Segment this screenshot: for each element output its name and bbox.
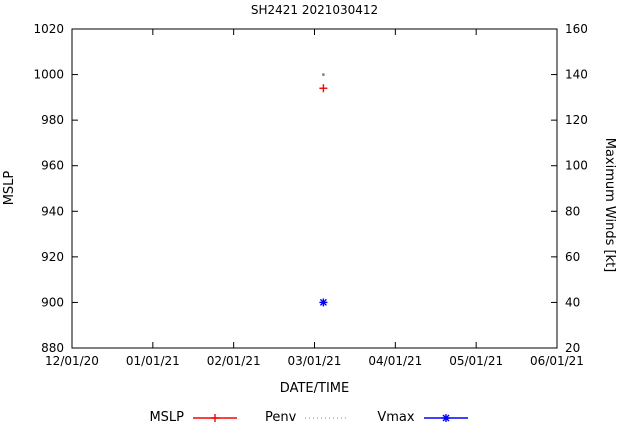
legend-label-mslp: MSLP [149, 410, 185, 425]
y-right-tick-label: 120 [565, 113, 588, 127]
y-right-tick-label: 100 [565, 159, 588, 173]
data-point-penv [321, 73, 325, 76]
x-tick-label: 04/01/21 [368, 354, 422, 368]
y-left-tick-label: 920 [41, 250, 64, 264]
x-tick-label: 03/01/21 [288, 354, 342, 368]
y-right-tick-label: 20 [565, 341, 580, 355]
y-axis-label-max-winds: Maximum Winds [kt] [602, 137, 617, 273]
y-left-tick-label: 960 [41, 159, 64, 173]
y-right-tick-label: 160 [565, 22, 588, 36]
y-left-tick-label: 940 [41, 204, 64, 218]
x-tick-label: 05/01/21 [449, 354, 503, 368]
chart-title: SH2421 2021030412 [250, 3, 379, 17]
data-point-vmax [319, 298, 327, 306]
legend-sample-penv [305, 417, 350, 418]
y-right-tick-label: 140 [565, 68, 588, 82]
legend-label-vmax: Vmax [377, 410, 415, 425]
y-left-tick-label: 1000 [33, 68, 64, 82]
legend-item-vmax: Vmax [377, 410, 469, 425]
legend-label-penv: Penv [265, 410, 297, 425]
y-left-tick-label: 880 [41, 341, 64, 355]
y-left-tick-label: 980 [41, 113, 64, 127]
x-tick-label: 12/01/20 [45, 354, 99, 368]
chart-legend: MSLP Penv Vmax [0, 410, 619, 425]
x-axis-label: DATE/TIME [279, 381, 350, 396]
y-right-tick-label: 40 [565, 295, 580, 309]
legend-item-penv: Penv [265, 410, 351, 425]
x-tick-label: 01/01/21 [126, 354, 180, 368]
x-tick-label: 06/01/21 [530, 354, 584, 368]
legend-sample-marker [442, 414, 450, 421]
plot-border [71, 28, 558, 349]
legend-item-mslp: MSLP [149, 410, 239, 425]
y-left-tick-label: 1020 [33, 22, 64, 36]
legend-sample-mslp [193, 413, 238, 422]
y-right-tick-label: 60 [565, 250, 580, 264]
y-left-tick-label: 900 [41, 295, 64, 309]
x-tick-label: 02/01/21 [207, 354, 261, 368]
legend-sample-vmax [423, 413, 468, 422]
y-right-tick-label: 80 [565, 204, 580, 218]
